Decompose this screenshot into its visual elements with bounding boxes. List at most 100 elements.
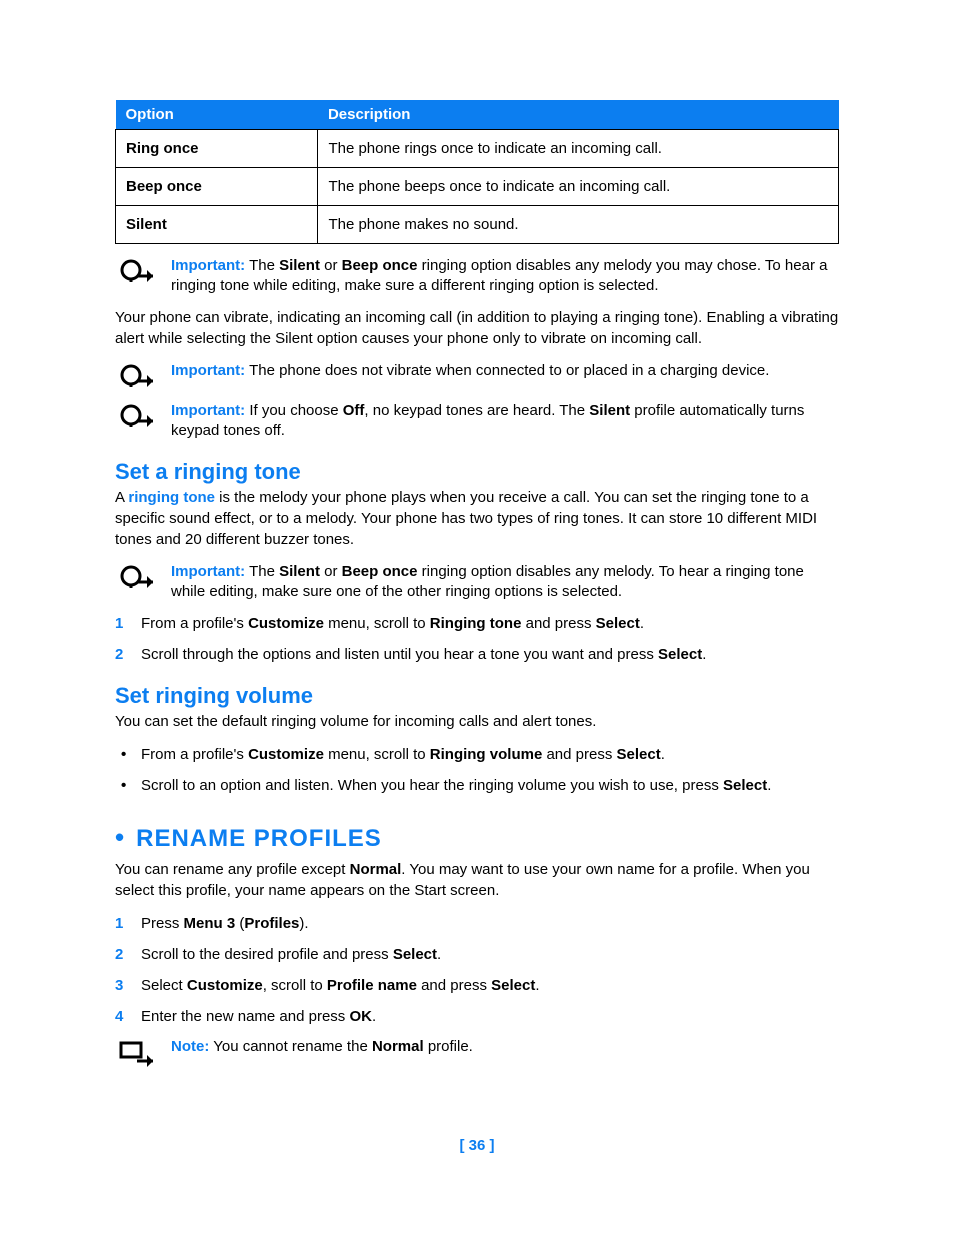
list-item: From a profile's Customize menu, scroll … [115,613,839,634]
steps-rename: Press Menu 3 (Profiles). Scroll to the d… [115,913,839,1027]
text: . [661,746,665,763]
text: and press [521,615,595,632]
important-label: Important: [171,362,245,379]
text: and press [542,746,616,763]
text-bold: Beep once [342,563,418,580]
text: and press [417,977,491,994]
important-text: Important: If you choose Off, no keypad … [171,401,839,442]
bullet-icon: • [115,824,124,850]
text-bold: Off [343,402,365,419]
heading-rename-profiles: RENAME PROFILES [136,825,382,853]
text-bold: Normal [372,1038,424,1055]
text-bold: Customize [248,746,324,763]
table-header-row: Option Description [116,100,839,130]
bullets-set-volume: From a profile's Customize menu, scroll … [115,744,839,796]
table-row: Ring once The phone rings once to indica… [116,130,839,168]
page-number: [ 36 ] [115,1137,839,1154]
table-cell-description: The phone rings once to indicate an inco… [318,130,839,168]
note-icon [115,1037,157,1067]
text-bold: Customize [187,977,263,994]
text: Enter the new name and press [141,1008,349,1025]
text-bold: Silent [589,402,630,419]
text-bold: OK [349,1008,372,1025]
table-cell-option: Ring once [116,130,318,168]
table-cell-description: The phone beeps once to indicate an inco… [318,168,839,206]
text: or [320,563,342,580]
text: . [372,1008,376,1025]
list-item: Press Menu 3 (Profiles). [115,913,839,934]
text-bold: Silent [279,257,320,274]
list-item: From a profile's Customize menu, scroll … [115,744,839,765]
important-note: Important: If you choose Off, no keypad … [115,401,839,442]
heading-rename-profiles-row: • RENAME PROFILES [115,824,839,853]
text-bold: Select [393,946,437,963]
important-note: Important: The Silent or Beep once ringi… [115,256,839,297]
important-label: Important: [171,402,245,419]
text-bold: Profile name [327,977,417,994]
heading-set-ringing-volume: Set ringing volume [115,683,839,709]
text: A [115,489,128,506]
text: Scroll through the options and listen un… [141,646,658,663]
steps-set-tone: From a profile's Customize menu, scroll … [115,613,839,665]
note-label: Note: [171,1038,209,1055]
text: Select [141,977,187,994]
table-header-description: Description [318,100,839,130]
important-icon [115,562,157,592]
text-bold: Select [723,777,767,794]
text: . [437,946,441,963]
text-bold: Customize [248,615,324,632]
text: If you choose [245,402,343,419]
important-icon [115,256,157,286]
text-bold: Normal [350,861,402,878]
text-bold: Silent [279,563,320,580]
table-row: Silent The phone makes no sound. [116,206,839,244]
text-bold: Select [596,615,640,632]
text-bold: Ringing tone [430,615,522,632]
important-text: Important: The Silent or Beep once ringi… [171,562,839,603]
text-bold: Ringing volume [430,746,543,763]
table-cell-option: Silent [116,206,318,244]
text-bold: Beep once [342,257,418,274]
note-row: Note: You cannot rename the Normal profi… [115,1037,839,1067]
text: Scroll to an option and listen. When you… [141,777,723,794]
text: ( [235,915,244,932]
important-label: Important: [171,563,245,580]
text: . [702,646,706,663]
text: You can rename any profile except [115,861,350,878]
body-paragraph: A ringing tone is the melody your phone … [115,487,839,550]
table-cell-option: Beep once [116,168,318,206]
text-bold: Profiles [244,915,299,932]
important-icon [115,361,157,391]
body-paragraph: You can set the default ringing volume f… [115,711,839,732]
text-bold: Select [658,646,702,663]
list-item: Scroll to an option and listen. When you… [115,775,839,796]
body-paragraph: You can rename any profile except Normal… [115,859,839,901]
text: . [767,777,771,794]
important-icon [115,401,157,431]
text: is the melody your phone plays when you … [115,489,817,548]
body-paragraph: Your phone can vibrate, indicating an in… [115,307,839,349]
text: , no keypad tones are heard. The [364,402,589,419]
table-row: Beep once The phone beeps once to indica… [116,168,839,206]
term-link: ringing tone [128,489,215,506]
table-cell-description: The phone makes no sound. [318,206,839,244]
heading-set-ringing-tone: Set a ringing tone [115,459,839,485]
important-note: Important: The Silent or Beep once ringi… [115,562,839,603]
text: profile. [424,1038,473,1055]
text: , scroll to [263,977,327,994]
text: You cannot rename the [209,1038,372,1055]
note-text: Note: You cannot rename the Normal profi… [171,1037,839,1057]
list-item: Select Customize, scroll to Profile name… [115,975,839,996]
important-note: Important: The phone does not vibrate wh… [115,361,839,391]
text: The [245,257,279,274]
list-item: Scroll through the options and listen un… [115,644,839,665]
text: ). [299,915,308,932]
list-item: Scroll to the desired profile and press … [115,944,839,965]
important-text: Important: The phone does not vibrate wh… [171,361,839,381]
text: . [640,615,644,632]
text-bold: Select [491,977,535,994]
options-table: Option Description Ring once The phone r… [115,100,839,244]
important-text: Important: The Silent or Beep once ringi… [171,256,839,297]
text: From a profile's [141,746,248,763]
text: or [320,257,342,274]
